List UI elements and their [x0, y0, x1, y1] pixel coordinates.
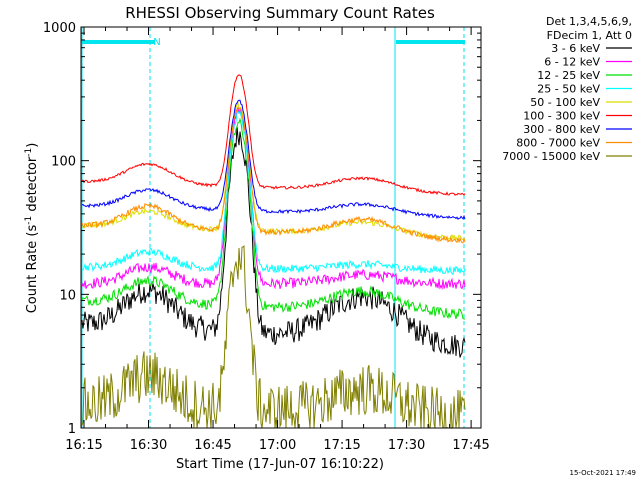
legend-label-7: 800 - 7000 keV — [516, 137, 600, 150]
x-tick-label-5: 17:30 — [388, 438, 425, 453]
series-line-8 — [81, 245, 466, 430]
legend-label-3: 25 - 50 keV — [537, 83, 600, 96]
x-tick-label-0: 16:15 — [65, 438, 102, 453]
plot-area — [81, 27, 466, 430]
legend: Det 1,3,4,5,6,9, FDecim 1, Att 0 3 - 6 k… — [502, 15, 632, 163]
y-tick-label-2: 100 — [51, 155, 76, 170]
legend-header-line-2: FDecim 1, Att 0 — [547, 29, 632, 42]
series-line-2 — [81, 117, 465, 320]
y-axis-label: Count Rate (s-1 detector-1) — [24, 143, 40, 314]
series-line-0 — [81, 126, 466, 358]
series-line-1 — [81, 107, 466, 291]
x-tick-label-6: 17:45 — [452, 438, 489, 453]
legend-label-5: 100 - 300 keV — [523, 110, 600, 123]
legend-header-line-1: Det 1,3,4,5,6,9, — [546, 15, 632, 28]
legend-label-0: 3 - 6 keV — [551, 42, 600, 55]
chart-title: RHESSI Observing Summary Count Rates — [125, 4, 435, 22]
x-axis: 16:15 16:30 16:45 17:00 17:15 17:30 17:45 — [65, 27, 490, 453]
x-tick-label-3: 17:00 — [259, 438, 296, 453]
x-tick-label-1: 16:30 — [130, 438, 167, 453]
legend-label-1: 6 - 12 keV — [544, 56, 600, 69]
y-tick-label-1: 10 — [59, 288, 76, 303]
y-axis: 1 10 100 1000 — [43, 21, 481, 437]
series-line-5 — [81, 74, 466, 196]
legend-label-2: 12 - 25 keV — [537, 69, 600, 82]
x-axis-label: Start Time (17-Jun-07 16:10:22) — [176, 457, 384, 472]
x-tick-label-4: 17:15 — [323, 438, 360, 453]
plot-frame — [80, 26, 482, 429]
night-flag-bar-left — [82, 40, 155, 44]
y-tick-label-3: 1000 — [43, 21, 76, 36]
x-tick-label-2: 16:45 — [194, 438, 231, 453]
timestamp: 15-Oct-2021 17:49 — [570, 469, 636, 477]
night-flag-bar-right — [396, 40, 465, 44]
series-line-3 — [81, 110, 466, 276]
series-line-6 — [81, 99, 466, 220]
legend-label-8: 7000 - 15000 keV — [502, 150, 600, 163]
y-tick-label-0: 1 — [68, 422, 76, 437]
night-marker: N — [153, 37, 160, 48]
legend-label-6: 300 - 800 keV — [523, 123, 600, 136]
series-line-7 — [81, 107, 466, 244]
legend-label-4: 50 - 100 keV — [530, 96, 600, 109]
